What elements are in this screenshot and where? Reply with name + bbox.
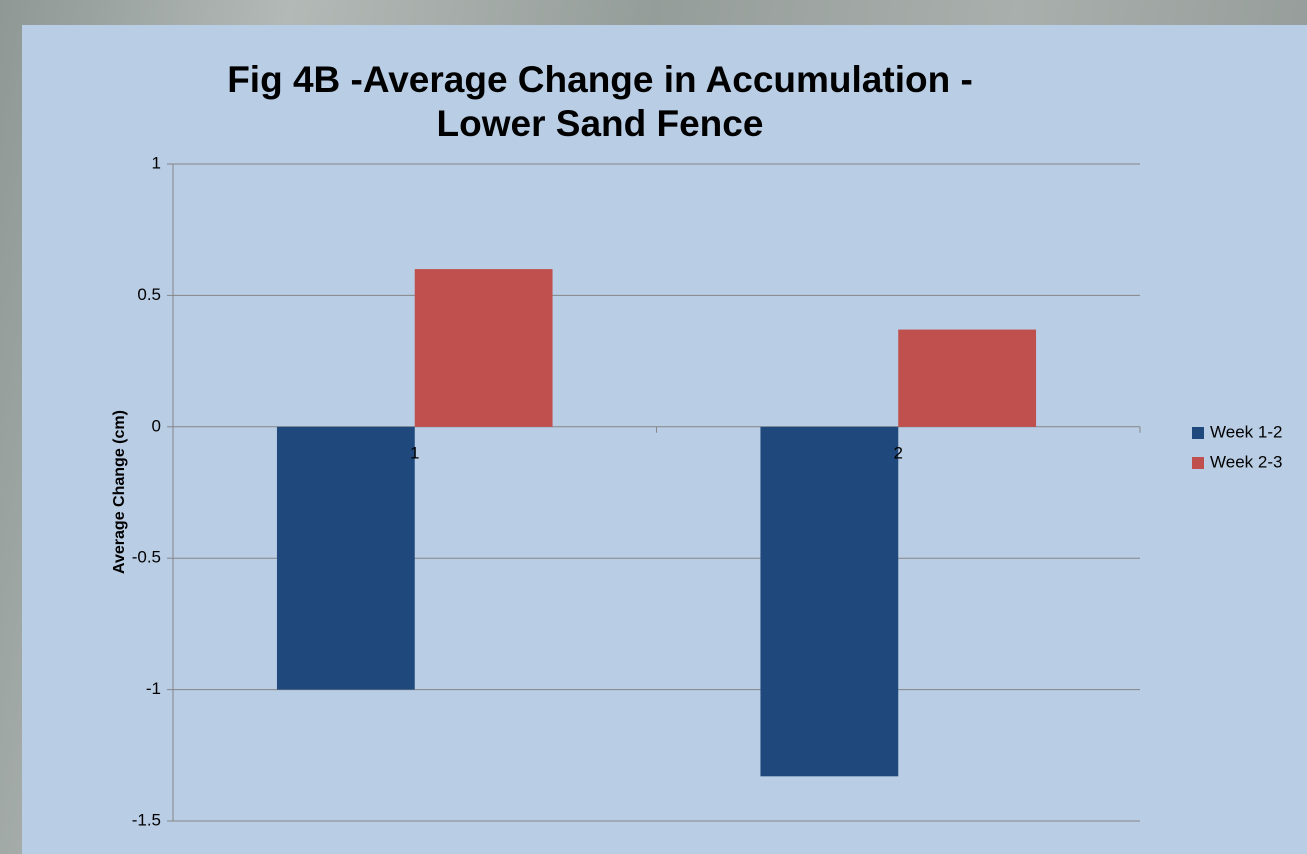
bar [898,329,1037,427]
y-axis-label: Average Change (cm) [111,410,128,574]
y-tick-label: -0.5 [132,548,161,567]
y-tick-label: -1.5 [132,810,161,829]
y-tick-label: 0 [152,416,161,435]
bar [414,269,553,427]
x-tick-label: 1 [410,443,419,462]
y-tick-label: 0.5 [137,285,161,304]
y-tick-label: -1 [146,679,161,698]
x-tick-label: 2 [894,443,903,462]
chart-title: Fig 4B -Average Change in Accumulation -… [227,59,973,144]
legend-label: Week 2-3 [1210,452,1282,471]
bar [276,426,415,690]
legend-label: Week 1-2 [1210,422,1282,441]
bar [760,426,899,777]
legend-swatch [1192,457,1204,469]
legend-swatch [1192,427,1204,439]
chart-area [22,25,1307,854]
y-tick-label: 1 [152,153,161,172]
